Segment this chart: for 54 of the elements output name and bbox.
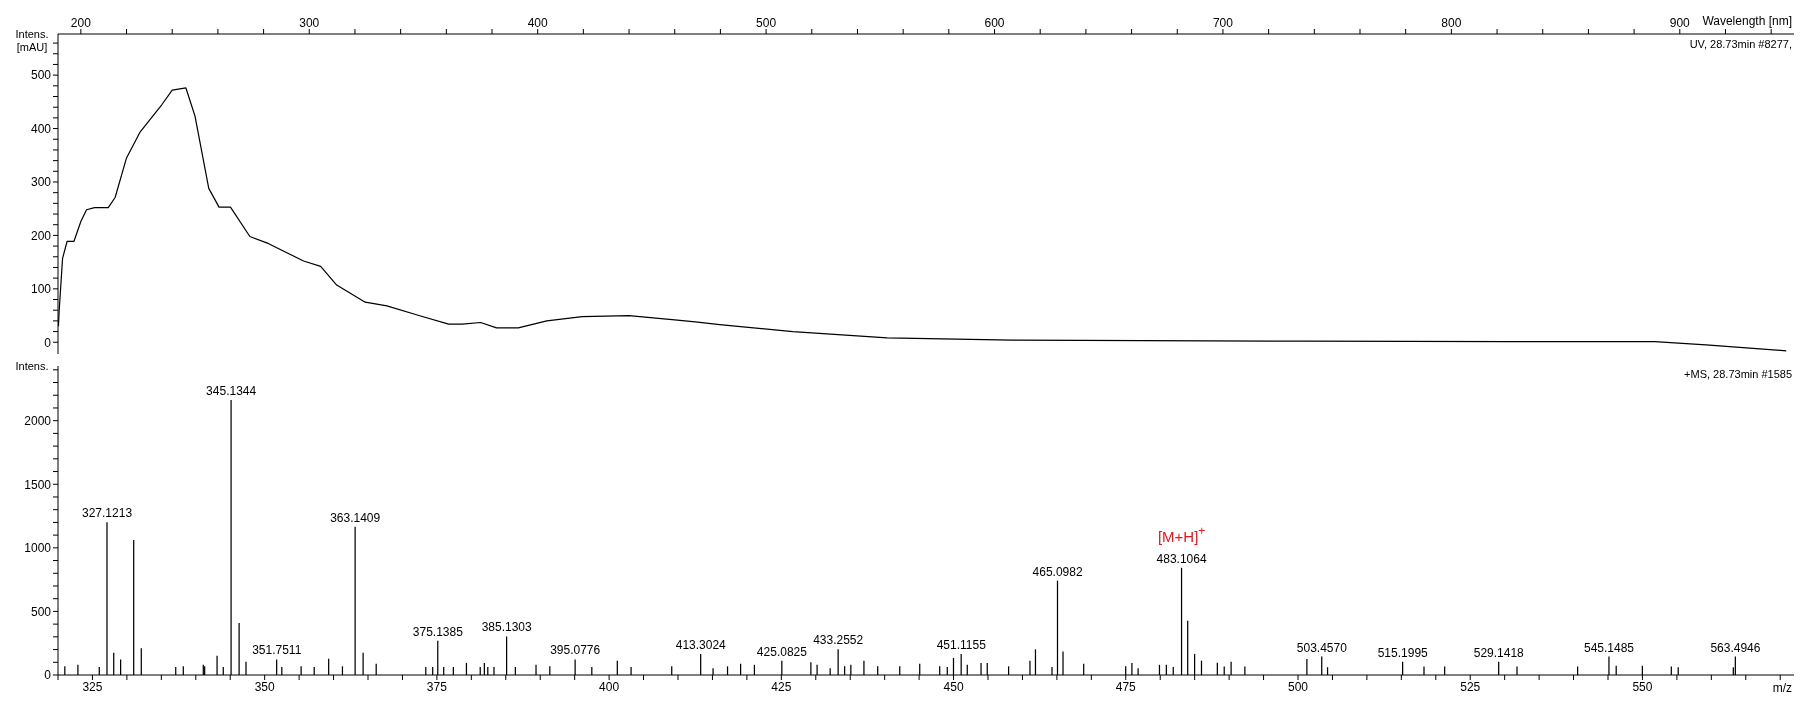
x-tick-label: 450 xyxy=(943,679,964,694)
annotation: [M+H]$^{+}$ xyxy=(1157,523,1206,545)
annotation: 545.1485 xyxy=(1583,640,1635,655)
annotation: 515.1995 xyxy=(1377,645,1429,660)
y-tick-label: 300 xyxy=(30,175,52,190)
x-tick-label: 800 xyxy=(1441,16,1462,30)
x-tick-label: 400 xyxy=(527,16,549,30)
y-axis-title: Intens. [mAU] xyxy=(14,28,50,54)
x-tick-label: 525 xyxy=(1460,679,1481,694)
annotation: 425.0825 xyxy=(756,644,808,659)
x-tick-label: 375 xyxy=(426,679,448,694)
annotation: 451.1155 xyxy=(936,637,987,652)
annotation: 345.1344 xyxy=(206,383,257,398)
annotation: 385.1303 xyxy=(481,620,533,635)
y-tick-label: 400 xyxy=(30,121,52,136)
x-tick-label: 300 xyxy=(299,16,320,30)
y-tick-label: 0 xyxy=(44,335,52,350)
y-tick-label: 2000 xyxy=(24,413,52,428)
annotation: 465.0982 xyxy=(1032,564,1083,579)
x-tick-label: 500 xyxy=(756,16,777,30)
x-axis-title: Wavelength [nm] xyxy=(1698,14,1792,28)
annotation: 483.1064 xyxy=(1156,551,1207,566)
annotation: UV, 28.73min #8277, xyxy=(1689,38,1792,50)
x-tick-label: 900 xyxy=(1669,16,1691,30)
x-tick-label: 200 xyxy=(70,16,92,30)
x-tick-label: 550 xyxy=(1632,679,1653,694)
x-tick-label: 325 xyxy=(82,679,103,694)
annotation: 375.1385 xyxy=(412,624,464,639)
annotation: 529.1418 xyxy=(1473,645,1525,660)
annotation: 413.3024 xyxy=(675,637,727,652)
y-tick-label: 1500 xyxy=(24,477,52,492)
annotation: 503.4570 xyxy=(1296,640,1348,655)
x-tick-label: 425 xyxy=(771,679,792,694)
x-tick-label: 475 xyxy=(1115,679,1137,694)
x-tick-label: 600 xyxy=(984,16,1005,30)
annotation: 563.4946 xyxy=(1710,640,1761,655)
x-tick-label: 500 xyxy=(1287,679,1309,694)
y-tick-label: 500 xyxy=(30,604,52,619)
y-tick-label: 1000 xyxy=(24,541,52,556)
annotation: +MS, 28.73min #1585 xyxy=(1684,368,1792,380)
x-tick-label: 700 xyxy=(1212,16,1234,30)
annotation: 351.7511 xyxy=(252,643,302,658)
y-tick-label: 0 xyxy=(44,668,52,683)
y-tick-label: 200 xyxy=(30,228,52,243)
x-axis-title: m/z xyxy=(1768,681,1792,695)
y-axis-title: Intens. xyxy=(14,360,50,373)
y-tick-label: 100 xyxy=(30,282,52,297)
annotation: 395.0776 xyxy=(550,643,601,658)
annotation: 363.1409 xyxy=(330,510,381,525)
annotation: 327.1213 xyxy=(82,506,133,521)
y-tick-label: 500 xyxy=(30,68,52,83)
x-tick-label: 350 xyxy=(254,679,275,694)
annotation: 433.2552 xyxy=(813,633,864,648)
x-tick-label: 400 xyxy=(599,679,620,694)
